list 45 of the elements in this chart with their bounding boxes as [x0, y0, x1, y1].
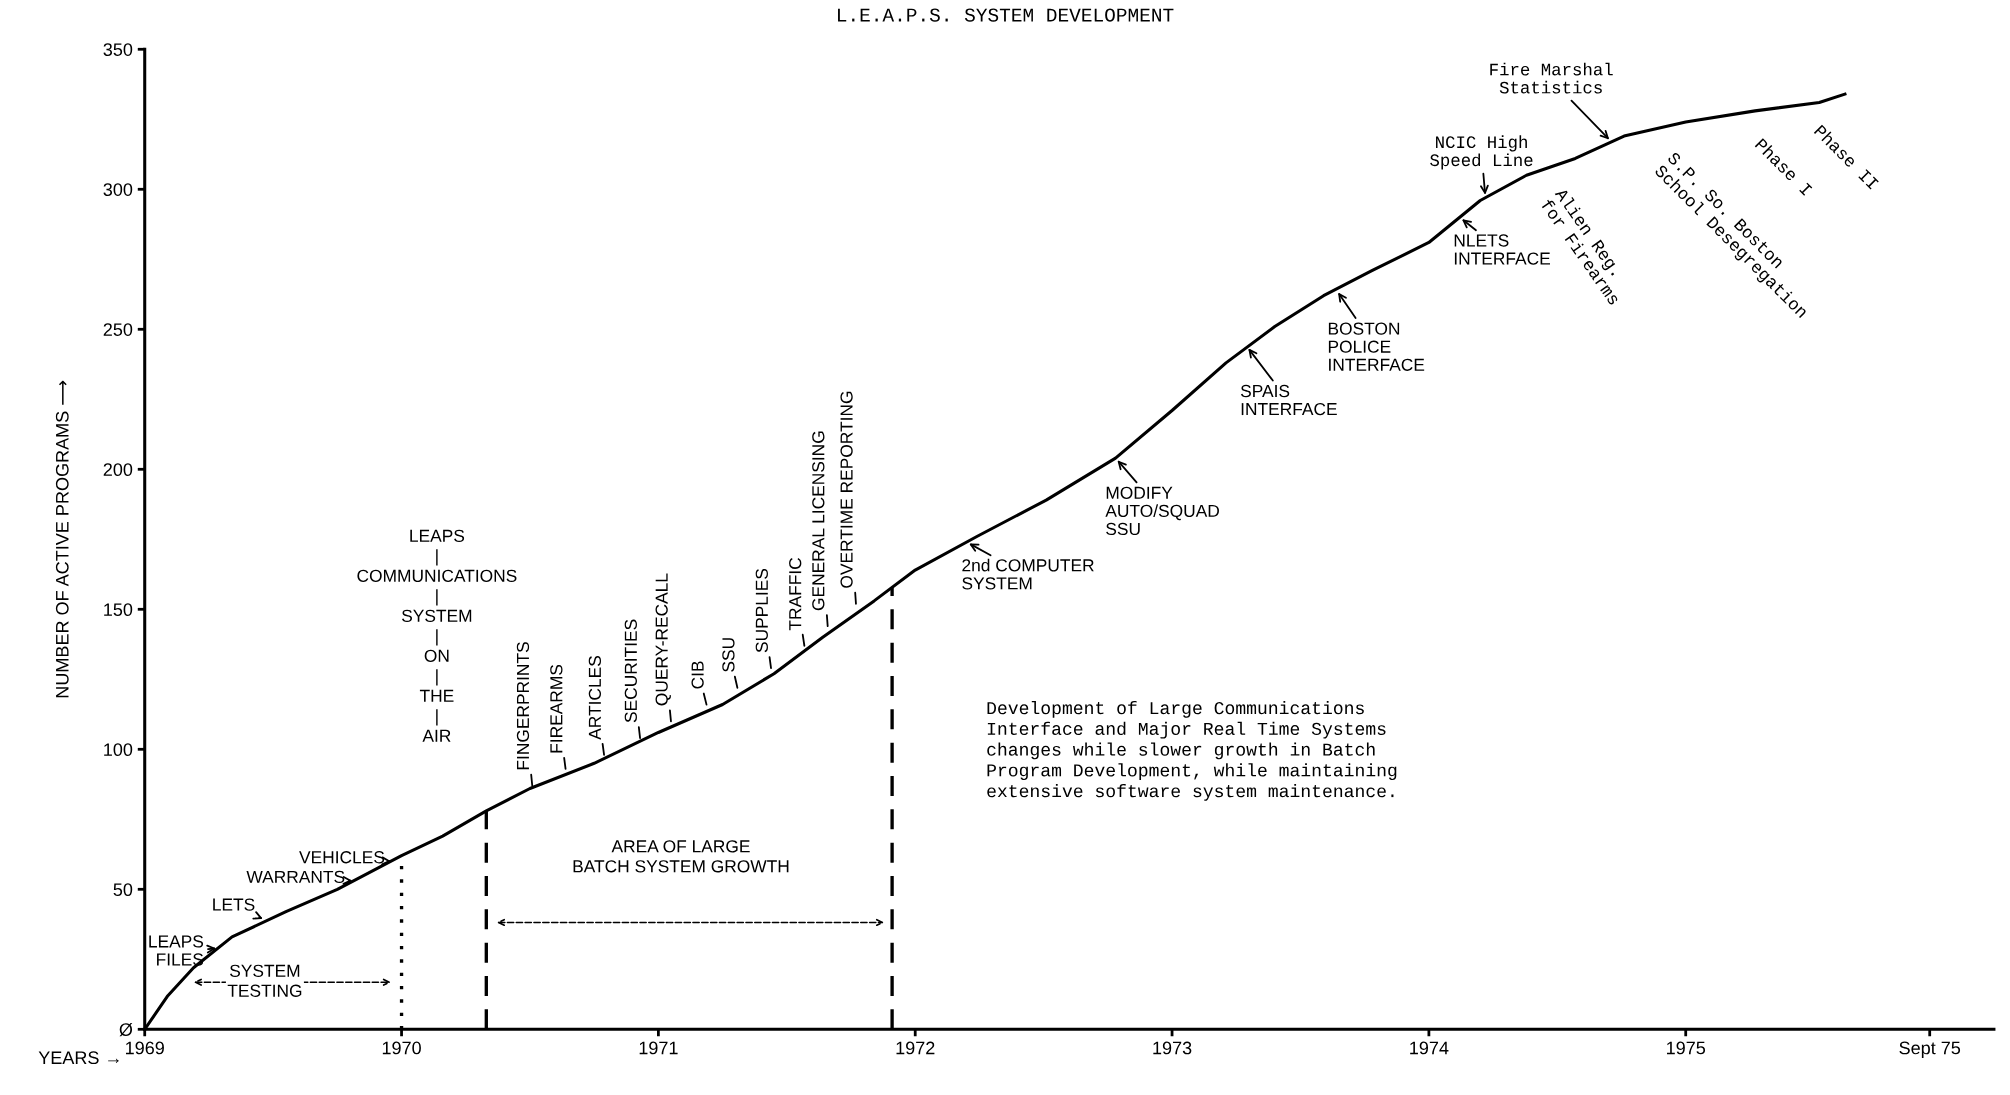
y-tick-label: 150: [104, 603, 133, 617]
annotation: SPAIS INTERFACE: [1240, 384, 1337, 416]
annotation: SUPPLIES: [755, 568, 768, 653]
y-tick-label: 250: [103, 323, 133, 336]
annotation: FINGERPRINTS: [516, 642, 530, 770]
annotation: LEAPS FILES: [149, 935, 204, 966]
x-tick-label: 1972: [896, 1041, 935, 1055]
annotation: VEHICLES: [299, 851, 385, 864]
y-tick-label: Ø: [119, 1022, 133, 1037]
annotation: SSU: [722, 638, 735, 672]
annotation: OVERTIME REPORTING: [840, 391, 853, 588]
x-tick-label: 1970: [382, 1041, 421, 1055]
x-axis-title: YEARS →: [38, 1051, 119, 1065]
annotation: Development of Large Communications Interface and Major Real Time Systems changes while slower growth in Batch Program Development, while maintaining extensive software system maintenance.: [987, 700, 1397, 801]
y-tick-label: 50: [113, 883, 133, 897]
y-tick-label: 300: [103, 183, 133, 196]
chart-title: L.E.A.P.S. SYSTEM DEVELOPMENT: [838, 8, 1174, 22]
annotation: Fire Marshal Statistics: [1490, 62, 1613, 94]
annotation: NLETS INTERFACE: [1454, 234, 1550, 265]
x-tick-label: 1971: [639, 1041, 678, 1055]
annotation: BOSTON POLICE INTERFACE: [1328, 322, 1425, 371]
x-tick-label: 1974: [1410, 1041, 1449, 1055]
annotation: AREA OF LARGE BATCH SYSTEM GROWTH: [573, 840, 789, 873]
annotation: TRAFFIC: [789, 557, 802, 631]
y-axis-title: NUMBER OF ACTIVE PROGRAMS ⟶: [55, 380, 69, 698]
y-tick-label: 350: [103, 43, 133, 56]
text: LEAPS | COMMUNICATIONS | SYSTEM | ON | THE | AIR: [357, 529, 517, 742]
x-tick-label: Sept 75: [1899, 1041, 1961, 1058]
annotation: CIB: [691, 661, 704, 689]
annotation: SECURITIES: [624, 619, 637, 723]
x-tick-label: 1969: [126, 1041, 164, 1055]
annotation: QUERY-RECALL: [655, 573, 671, 706]
annotation: LETS: [213, 898, 255, 911]
annotation: MODIFY AUTO/SQUAD SSU: [1105, 486, 1219, 536]
x-tick-label: 1973: [1153, 1041, 1192, 1055]
annotation: ARTICLES: [588, 656, 602, 740]
annotation: FIREARMS: [550, 664, 563, 753]
annotation: GENERAL LICENSING: [812, 431, 825, 611]
annotation: 2nd COMPUTER SYSTEM: [962, 558, 1094, 590]
y-tick-label: 200: [103, 463, 133, 477]
annotation: WARRANTS: [246, 870, 345, 883]
x-tick-label: 1975: [1667, 1041, 1706, 1055]
annotation: SYSTEM TESTING: [227, 964, 302, 997]
annotation: NCIC High Speed Line: [1430, 135, 1533, 170]
y-tick-label: 100: [104, 743, 133, 757]
